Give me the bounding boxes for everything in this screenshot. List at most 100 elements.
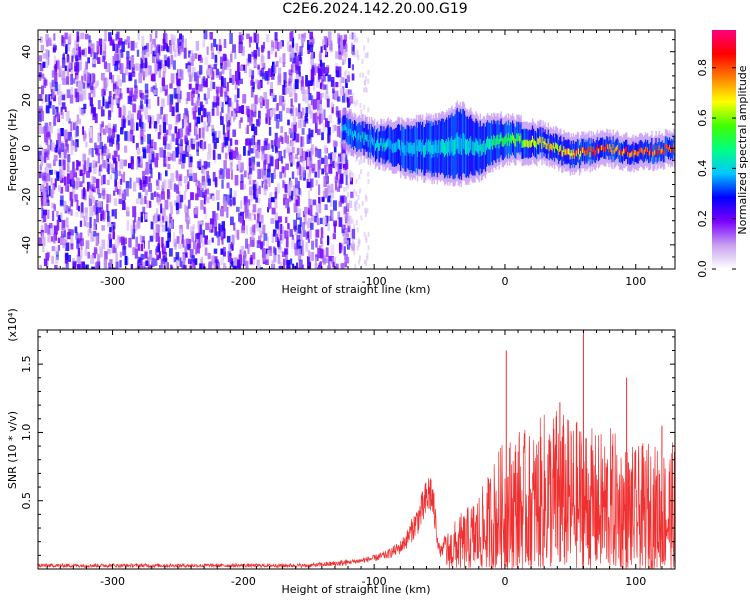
- heatmap-cell: [136, 49, 140, 57]
- heatmap-cell: [342, 58, 345, 66]
- heatmap-cell: [339, 242, 342, 254]
- heatmap-cell: [135, 63, 139, 71]
- heatmap-cell: [203, 206, 206, 214]
- heatmap-cell: [169, 94, 174, 105]
- heatmap-cell: [309, 42, 314, 48]
- heatmap-cell: [123, 171, 126, 183]
- heatmap-cell: [94, 52, 98, 61]
- heatmap-cell: [628, 151, 630, 157]
- heatmap-cell: [39, 36, 43, 43]
- heatmap-cell: [293, 203, 298, 213]
- heatmap-cell: [51, 255, 55, 264]
- heatmap-cell: [327, 74, 332, 82]
- heatmap-cell: [350, 132, 353, 140]
- heatmap-cell: [175, 102, 179, 113]
- heatmap-cell: [310, 51, 314, 60]
- heatmap-cell: [347, 192, 349, 198]
- heatmap-cell: [270, 110, 273, 117]
- heatmap-cell: [314, 257, 318, 266]
- heatmap-cell: [284, 171, 287, 178]
- heatmap-cell: [58, 185, 61, 192]
- heatmap-cell: [234, 94, 238, 103]
- heatmap-cell: [217, 130, 221, 138]
- heatmap-cell: [146, 145, 151, 154]
- heatmap-cell: [606, 143, 608, 148]
- heatmap-cell: [347, 212, 350, 218]
- heatmap-cell: [226, 120, 230, 128]
- heatmap-cell: [277, 241, 280, 248]
- heatmap-cell: [204, 56, 209, 65]
- heatmap-cell: [51, 142, 55, 152]
- heatmap-cell: [512, 132, 514, 141]
- heatmap-cell: [311, 214, 315, 222]
- heatmap-cell: [240, 34, 244, 41]
- heatmap-cell: [65, 217, 69, 228]
- heatmap-cell: [343, 246, 346, 256]
- heatmap-cell: [212, 211, 216, 221]
- heatmap-cell: [383, 138, 385, 147]
- heatmap-cell: [80, 244, 83, 251]
- heatmap-cell: [359, 72, 362, 78]
- heatmap-cell: [218, 71, 222, 80]
- heatmap-cell: [263, 233, 268, 241]
- heatmap-cell: [243, 253, 247, 260]
- heatmap-cell: [79, 220, 83, 227]
- heatmap-cell: [154, 82, 157, 90]
- heatmap-cell: [292, 185, 297, 197]
- heatmap-cell: [257, 144, 261, 153]
- heatmap-cell: [351, 73, 355, 81]
- heatmap-cell: [138, 256, 141, 264]
- heatmap-cell: [154, 44, 159, 55]
- heatmap-cell: [141, 236, 145, 244]
- heatmap-cell: [540, 136, 542, 144]
- heatmap-cell: [660, 149, 662, 154]
- top-x-tick-label: 0: [501, 275, 508, 288]
- heatmap-cell: [274, 51, 277, 58]
- heatmap-cell: [157, 246, 161, 253]
- heatmap-cell: [93, 163, 97, 174]
- heatmap-cell: [142, 182, 146, 192]
- heatmap-cell: [114, 186, 118, 192]
- heatmap-cell: [327, 195, 331, 203]
- heatmap-cell: [141, 50, 145, 60]
- heatmap-cell: [353, 223, 356, 229]
- heatmap-cell: [75, 120, 78, 127]
- heatmap-cell: [342, 241, 345, 247]
- heatmap-cell: [125, 181, 130, 189]
- heatmap-cell: [222, 124, 225, 135]
- heatmap-cell: [325, 174, 328, 183]
- heatmap-cell: [47, 225, 51, 235]
- heatmap-cell: [261, 46, 265, 52]
- heatmap-cell: [658, 145, 660, 151]
- heatmap-cell: [97, 100, 101, 110]
- heatmap-cell: [181, 234, 184, 244]
- heatmap-cell: [261, 146, 265, 152]
- heatmap-cell: [166, 57, 170, 68]
- heatmap-cell: [66, 43, 71, 52]
- heatmap-cell: [342, 154, 346, 164]
- heatmap-cell: [80, 90, 84, 101]
- heatmap-cell: [277, 41, 280, 51]
- heatmap-cell: [251, 70, 255, 79]
- heatmap-cell: [144, 95, 149, 104]
- heatmap-cell: [223, 263, 226, 269]
- heatmap-cell: [145, 213, 148, 220]
- heatmap-cell: [76, 239, 80, 249]
- heatmap-cell: [119, 236, 124, 243]
- heatmap-cell: [136, 220, 141, 229]
- heatmap-cell: [479, 138, 481, 151]
- heatmap-cell: [484, 143, 487, 155]
- heatmap-cell: [86, 170, 90, 178]
- heatmap-cell: [146, 267, 150, 269]
- heatmap-cell: [318, 69, 322, 80]
- heatmap-cell: [41, 149, 45, 157]
- heatmap-cell: [320, 237, 323, 244]
- heatmap-cell: [358, 174, 361, 180]
- heatmap-cell: [356, 227, 359, 233]
- heatmap-cell: [38, 150, 42, 161]
- heatmap-cell: [48, 98, 52, 109]
- heatmap-cell: [251, 75, 254, 86]
- heatmap-cell: [143, 106, 147, 117]
- heatmap-cell: [364, 132, 366, 140]
- heatmap-cell: [240, 245, 245, 255]
